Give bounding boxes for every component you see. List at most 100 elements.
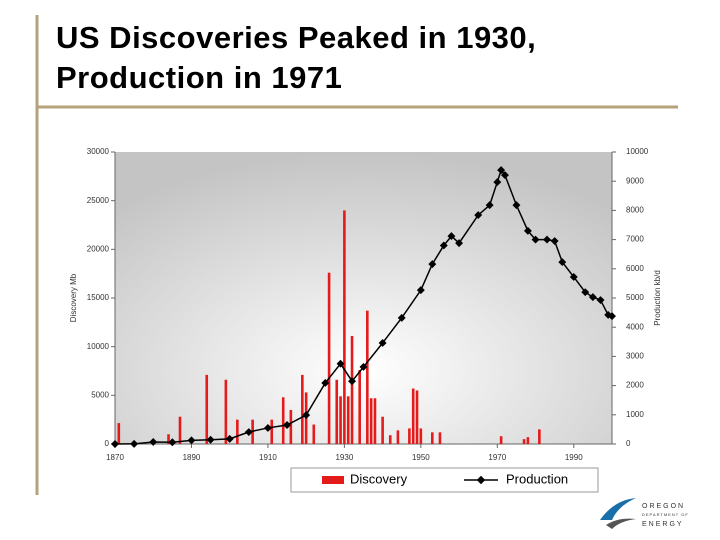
logo-mark [606,518,636,529]
y2-tick-label: 6000 [626,264,644,273]
y2-tick-label: 0 [626,439,631,448]
y2-tick-label: 10000 [626,147,649,156]
bar [343,210,346,444]
x-tick-label: 1930 [335,453,353,462]
slide-title: US Discoveries Peaked in 1930, Productio… [56,20,537,95]
bar [270,419,274,444]
marker [596,296,605,305]
bar [526,437,530,444]
y-tick-label: 0 [105,439,110,448]
marker [206,435,215,444]
y-tick-label: 10000 [87,342,110,351]
marker [531,235,540,244]
bar [411,388,415,444]
bar [236,419,239,444]
y2-tick-label: 1000 [626,410,644,419]
marker [569,273,578,281]
logo: OREGON DEPARTMENT OF ENERGY [600,498,689,529]
marker [130,439,139,448]
bar [522,439,526,444]
marker [397,313,406,322]
bar [419,428,423,444]
marker [558,258,567,267]
y-axis-label: Discovery Mb [69,273,78,322]
marker [428,260,437,269]
marker [348,377,356,386]
marker [244,428,253,436]
y2-tick-label: 2000 [626,381,644,390]
marker [378,339,387,347]
bar [167,434,170,444]
bar [408,428,411,444]
y-tick-label: 20000 [87,244,110,253]
y2-tick-label: 3000 [626,352,644,361]
bar [289,409,293,444]
bar [117,423,121,444]
marker [512,201,521,210]
bar [373,398,377,444]
marker [302,411,311,420]
marker [263,423,272,432]
y-tick-label: 5000 [91,390,109,399]
marker [336,359,345,368]
bar [339,396,342,444]
y2-tick-label: 7000 [626,235,644,244]
logo-text: DEPARTMENT OF [642,512,689,517]
marker [550,237,559,246]
bar [538,429,541,444]
marker [581,288,590,297]
y2-tick-label: 8000 [626,206,644,215]
marker [485,201,494,210]
y2-axis-label: Production kb/d [653,270,662,326]
logo-mark [600,498,636,520]
bar [346,396,350,444]
marker [608,312,616,321]
marker [439,241,448,250]
bar [335,379,339,444]
legend-label: Production [506,471,568,486]
bar [327,272,331,444]
y2-tick-label: 4000 [626,322,644,331]
logo-text: ENERGY [642,521,684,528]
bar [301,374,304,444]
bar [431,432,434,444]
x-tick-label: 1870 [106,453,124,462]
bar [358,370,361,444]
bar [369,398,373,444]
marker [543,235,551,244]
x-tick-label: 1970 [488,453,506,462]
bar [388,435,392,444]
legend-label: Discovery [350,471,408,486]
y-tick-label: 30000 [87,147,110,156]
marker [168,438,177,447]
marker [149,437,158,446]
plot-area [115,152,612,444]
y2-tick-label: 5000 [626,293,644,302]
bar [381,416,384,444]
y-tick-label: 15000 [87,293,110,302]
marker [283,421,291,429]
bar [438,432,442,444]
x-tick-label: 1910 [259,453,277,462]
x-tick-label: 1890 [183,453,201,462]
marker [187,436,196,445]
bar [396,430,400,444]
marker [497,166,506,175]
bar [178,416,182,444]
legend-swatch [476,475,486,485]
x-tick-label: 1990 [565,453,583,462]
logo-text: OREGON [642,503,685,510]
marker [455,239,464,248]
y2-tick-label: 9000 [626,176,644,185]
bar [415,390,419,444]
marker [359,362,368,371]
marker [447,232,456,241]
marker [225,434,234,443]
x-tick-label: 1950 [412,453,430,462]
bar [499,436,503,444]
bar [205,374,209,444]
bar [281,397,285,444]
legend-swatch [322,476,344,484]
